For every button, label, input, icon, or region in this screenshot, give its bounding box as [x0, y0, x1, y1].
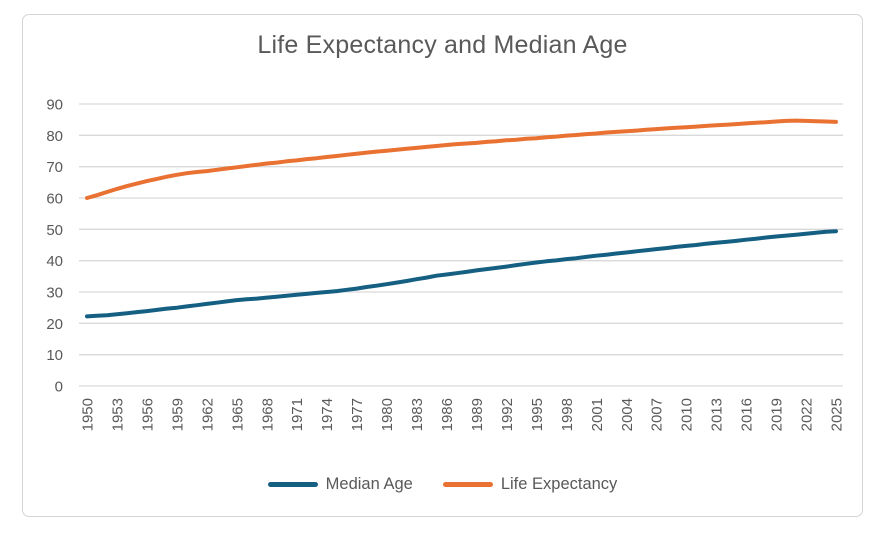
x-tick-label: 1971: [289, 398, 306, 431]
series-line-life-expectancy: [85, 118, 838, 200]
y-tick-label: 30: [46, 285, 63, 302]
x-tick-label: 1956: [139, 398, 156, 431]
x-tick-label: 1992: [499, 398, 516, 431]
x-tick-label: 1980: [379, 398, 396, 431]
x-tick-label: 2019: [769, 398, 786, 431]
y-tick-label: 0: [55, 379, 63, 396]
x-tick-label: 2022: [799, 398, 816, 431]
x-tick-label: 1965: [229, 398, 246, 431]
x-tick-label: 2016: [739, 398, 756, 431]
x-tick-label: 1959: [169, 398, 186, 431]
x-tick-label: 1968: [259, 398, 276, 431]
y-tick-label: 70: [46, 159, 63, 176]
x-tick-label: 2013: [709, 398, 726, 431]
life-expectancy-line-swatch: [442, 482, 493, 487]
x-tick-label: 1983: [409, 398, 426, 431]
median-age-line-swatch: [267, 482, 318, 487]
x-tick-label: 1995: [529, 398, 546, 431]
x-tick-label: 2004: [619, 398, 636, 431]
y-tick-label: 90: [46, 97, 63, 114]
x-tick-label: 1962: [199, 398, 216, 431]
x-tick-label: 1953: [110, 398, 127, 431]
legend-label-life-expectancy: Life Expectancy: [500, 475, 618, 493]
x-tick-label: 1998: [559, 398, 576, 431]
x-tick-label: 2025: [829, 398, 846, 431]
plot-area: 0 10 20 30 40 50 60 70 80 90 1950 1953 1956 1959 1962 1…: [46, 97, 846, 432]
y-tick-label: 20: [46, 316, 63, 333]
legend-label-median-age: Median Age: [325, 475, 413, 493]
y-tick-label: 50: [46, 222, 63, 239]
y-tick-label: 40: [46, 253, 63, 270]
chart-title: Life Expectancy and Median Age: [257, 31, 628, 59]
y-tick-label: 80: [46, 128, 63, 145]
x-tick-label: 2010: [679, 398, 696, 431]
x-tick-label: 2007: [649, 398, 666, 431]
x-tick-label: 1989: [469, 398, 486, 431]
series-line-median-age: [85, 229, 838, 319]
x-tick-label: 1974: [319, 398, 336, 431]
x-tick-label: 1977: [349, 398, 366, 431]
x-tick-label: 2001: [589, 398, 606, 431]
legend: Median Age Life Expectancy: [23, 475, 862, 494]
x-tick-label: 1986: [439, 398, 456, 431]
y-tick-label: 10: [46, 347, 63, 364]
legend-item-life-expectancy: Life Expectancy: [442, 475, 618, 494]
chart-frame: 0 10 20 30 40 50 60 70 80 90 1950 1953 1956 1959 1962 1…: [22, 14, 863, 517]
x-tick-label: 1950: [80, 398, 97, 431]
legend-item-median-age: Median Age: [267, 475, 413, 494]
y-tick-label: 60: [46, 191, 63, 208]
